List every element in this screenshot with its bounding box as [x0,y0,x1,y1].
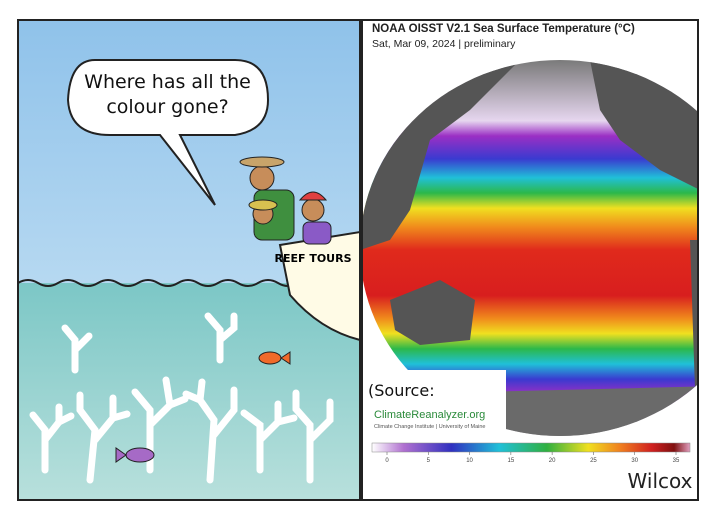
source-note: (Source: [368,381,435,400]
colorbar-tick-label: 25 [590,458,597,464]
source-site: ClimateReanalyzer.org [374,409,485,421]
australia [390,280,475,345]
colorbar-tick-label: 5 [427,458,431,464]
left-panel: REEF TOURS Where has all the colour gone… [17,19,361,501]
right-panel: NOAA OISST V2.1 Sea Surface Temperature … [361,19,699,501]
colorbar-tick-label: 30 [631,458,638,464]
colorbar-tick-label: 0 [385,458,389,464]
speech-bubble-text: Where has all the colour gone? [84,71,251,118]
boat-sign: REEF TOURS [274,252,351,265]
colorbar-tick-label: 20 [549,458,556,464]
colorbar-tick-label: 35 [673,458,680,464]
signature: Wilcox [628,469,693,493]
map-subtitle: Sat, Mar 09, 2024 | preliminary [372,38,516,50]
map-title: NOAA OISST V2.1 Sea Surface Temperature … [372,23,635,35]
colorbar-tick-label: 15 [508,458,515,464]
bleached-coral [29,312,334,484]
source-institute: Climate Change Institute | University of… [374,424,485,430]
colorbar-tick-label: 10 [466,458,473,464]
south-america [690,240,698,400]
colorbar [371,442,691,453]
